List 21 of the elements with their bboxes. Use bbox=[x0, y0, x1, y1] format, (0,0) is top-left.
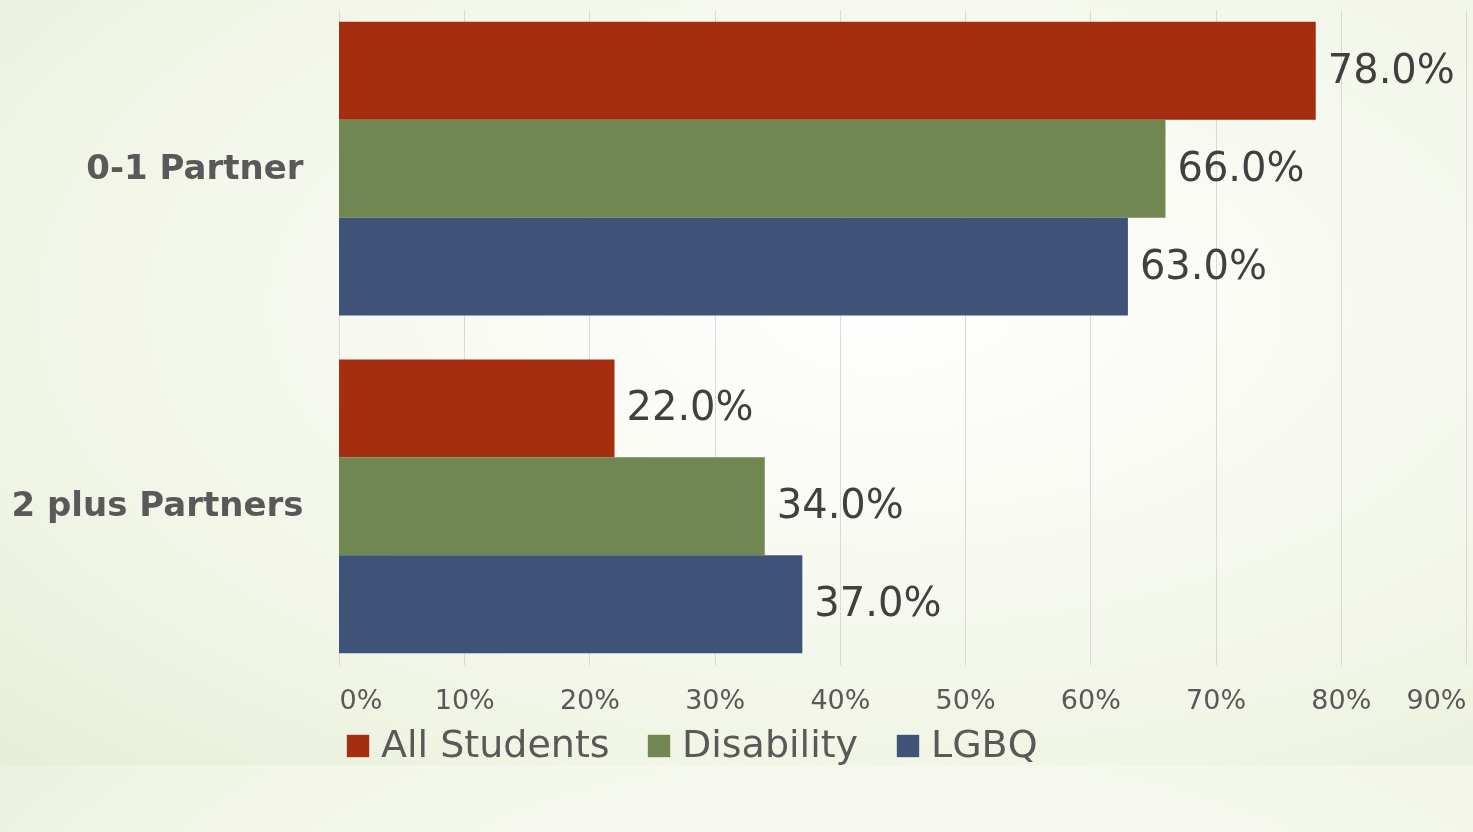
legend-label: Disability bbox=[682, 722, 859, 766]
data-label: 63.0% bbox=[1139, 241, 1267, 288]
x-tick-label: 90% bbox=[1406, 683, 1467, 715]
x-tick-label: 80% bbox=[1311, 683, 1372, 715]
x-tick-label: 0% bbox=[339, 683, 383, 715]
data-label: 78.0% bbox=[1327, 45, 1455, 92]
x-tick-label: 40% bbox=[810, 683, 871, 715]
y-tick-label: 2 plus Partners bbox=[11, 484, 304, 525]
x-tick-label: 10% bbox=[434, 683, 495, 715]
legend-label: LGBQ bbox=[931, 722, 1038, 766]
data-label: 34.0% bbox=[776, 481, 904, 528]
x-tick-label: 70% bbox=[1186, 683, 1247, 715]
y-tick-label: 0-1 Partner bbox=[86, 146, 304, 187]
data-label: 22.0% bbox=[626, 383, 754, 430]
x-tick-label: 50% bbox=[935, 683, 996, 715]
legend-label: All Students bbox=[381, 722, 610, 766]
x-tick-label: 20% bbox=[559, 683, 620, 715]
data-label: 66.0% bbox=[1177, 143, 1305, 190]
data-label: 37.0% bbox=[814, 579, 942, 626]
x-tick-label: 30% bbox=[685, 683, 746, 715]
x-tick-label: 60% bbox=[1060, 683, 1121, 715]
